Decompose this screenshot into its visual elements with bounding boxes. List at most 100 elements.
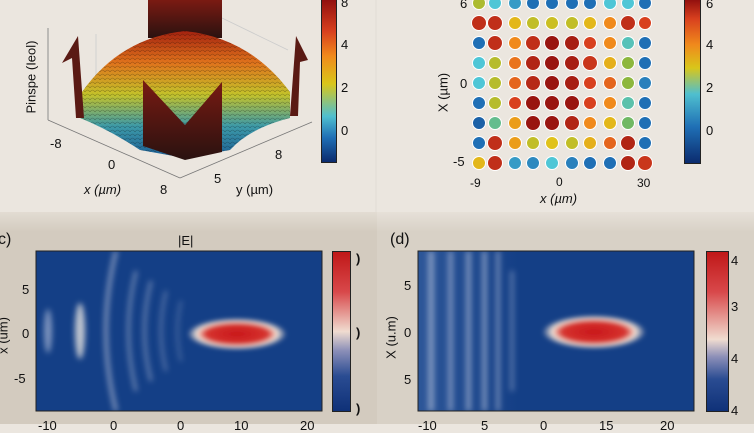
dot-r8-c5 <box>565 156 579 170</box>
x-tick: 0 <box>108 157 116 172</box>
dot-r6-c2 <box>508 116 522 130</box>
dot-r0-c8 <box>621 0 635 10</box>
dot-r7-c3 <box>526 136 540 150</box>
dot-r5-c0 <box>472 96 486 110</box>
dot-r1-c3 <box>526 16 540 30</box>
field-map-c <box>35 250 323 412</box>
dot-r3-c1 <box>488 56 502 70</box>
dot-r0-c2 <box>508 0 522 10</box>
dot-r7-c5 <box>565 136 579 150</box>
dot-r4-c7 <box>603 76 617 90</box>
y-axis-label: y (µm) <box>236 182 274 197</box>
dot-r0-c0 <box>472 0 486 10</box>
dot-r4-c3 <box>525 75 541 91</box>
dot-r2-c8 <box>621 36 635 50</box>
y-tick: 6 <box>460 0 468 11</box>
dot-r2-c2 <box>508 36 522 50</box>
dot-grid <box>471 0 653 171</box>
x-tick: -10 <box>418 418 437 433</box>
dot-r4-c1 <box>488 76 502 90</box>
dot-r8-c3 <box>526 156 540 170</box>
dot-r6-c3 <box>525 115 541 131</box>
dot-r4-c4 <box>544 75 560 91</box>
surface-zlabel: Pinspe (Ieol) <box>23 40 39 114</box>
x-tick: 5 <box>481 418 489 433</box>
dot-r3-c3 <box>525 55 541 71</box>
dot-r0-c7 <box>603 0 617 10</box>
dot-r8-c0 <box>472 156 486 170</box>
dot-r6-c7 <box>603 116 617 130</box>
y-tick: 5 <box>404 372 412 387</box>
colorbar-tick: 4 <box>706 37 714 52</box>
x-tick: 20 <box>660 418 675 433</box>
panel-label: (d) <box>390 231 410 248</box>
y-tick: -5 <box>453 154 465 169</box>
x-tick: -10 <box>38 418 57 433</box>
dot-r6-c5 <box>564 115 580 131</box>
colorbar <box>684 0 701 164</box>
dot-r7-c2 <box>508 136 522 150</box>
dot-r2-c3 <box>525 35 541 51</box>
colorbar-tick: 4 <box>731 253 739 268</box>
dot-r0-c1 <box>488 0 502 10</box>
colorbar-tick: 0 <box>706 123 714 138</box>
y-tick: 5 <box>404 278 412 293</box>
front-v-wall <box>143 80 222 160</box>
dot-r1-c8 <box>620 15 636 31</box>
dot-r7-c7 <box>603 136 617 150</box>
dot-r7-c6 <box>583 136 597 150</box>
dot-r3-c7 <box>603 56 617 70</box>
panel-title: |E| <box>178 233 194 248</box>
tower-peak <box>148 0 222 38</box>
dot-r5-c9 <box>638 96 652 110</box>
dot-r4-c9 <box>638 76 652 90</box>
dot-r3-c9 <box>638 56 652 70</box>
y-tick: 5 <box>214 171 222 186</box>
x-tick: -8 <box>50 136 62 151</box>
x-tick: 20 <box>300 418 315 433</box>
colorbar-tick: 2 <box>706 80 714 95</box>
dot-r4-c5 <box>564 75 580 91</box>
x-tick: -9 <box>470 176 481 190</box>
colorbar-tick: ) <box>356 251 361 266</box>
colorbar-tick: 2 <box>341 80 349 95</box>
colorbar-tick: 4 <box>731 351 739 366</box>
dot-r3-c2 <box>508 56 522 70</box>
x-tick: 0 <box>556 175 563 189</box>
dot-r3-c5 <box>564 55 580 71</box>
dot-r2-c4 <box>544 35 560 51</box>
dot-r1-c5 <box>565 16 579 30</box>
colorbar-tick: 6 <box>706 0 714 11</box>
dot-r1-c1 <box>487 15 503 31</box>
dot-r0-c9 <box>638 0 652 10</box>
dot-r8-c6 <box>583 156 597 170</box>
dot-r2-c7 <box>603 36 617 50</box>
x-tick: 15 <box>599 418 614 433</box>
colorbar <box>332 251 351 412</box>
dot-r2-c9 <box>638 36 652 50</box>
y-tick: 0 <box>22 326 30 341</box>
dot-r7-c8 <box>620 135 636 151</box>
dot-r8-c9 <box>637 155 653 171</box>
divider <box>375 0 377 212</box>
y-tick: 0 <box>460 76 468 91</box>
dot-r1-c2 <box>508 16 522 30</box>
y-tick: 8 <box>275 147 283 162</box>
colorbar-tick: 0 <box>341 123 349 138</box>
colorbar-tick: ) <box>356 325 361 340</box>
dot-r0-c5 <box>565 0 579 10</box>
dot-r4-c2 <box>508 76 522 90</box>
colorbar-tick: 3 <box>731 299 739 314</box>
x-tick: 0 <box>540 418 548 433</box>
dot-r7-c4 <box>545 136 559 150</box>
dot-r6-c0 <box>472 116 486 130</box>
dot-r2-c1 <box>487 35 503 51</box>
dot-r4-c0 <box>472 76 486 90</box>
dot-r1-c4 <box>545 16 559 30</box>
dot-r5-c8 <box>621 96 635 110</box>
dot-r6-c1 <box>488 116 502 130</box>
dot-r0-c3 <box>526 0 540 10</box>
dot-r5-c2 <box>508 96 522 110</box>
dot-r3-c6 <box>582 55 598 71</box>
dot-r6-c4 <box>544 115 560 131</box>
